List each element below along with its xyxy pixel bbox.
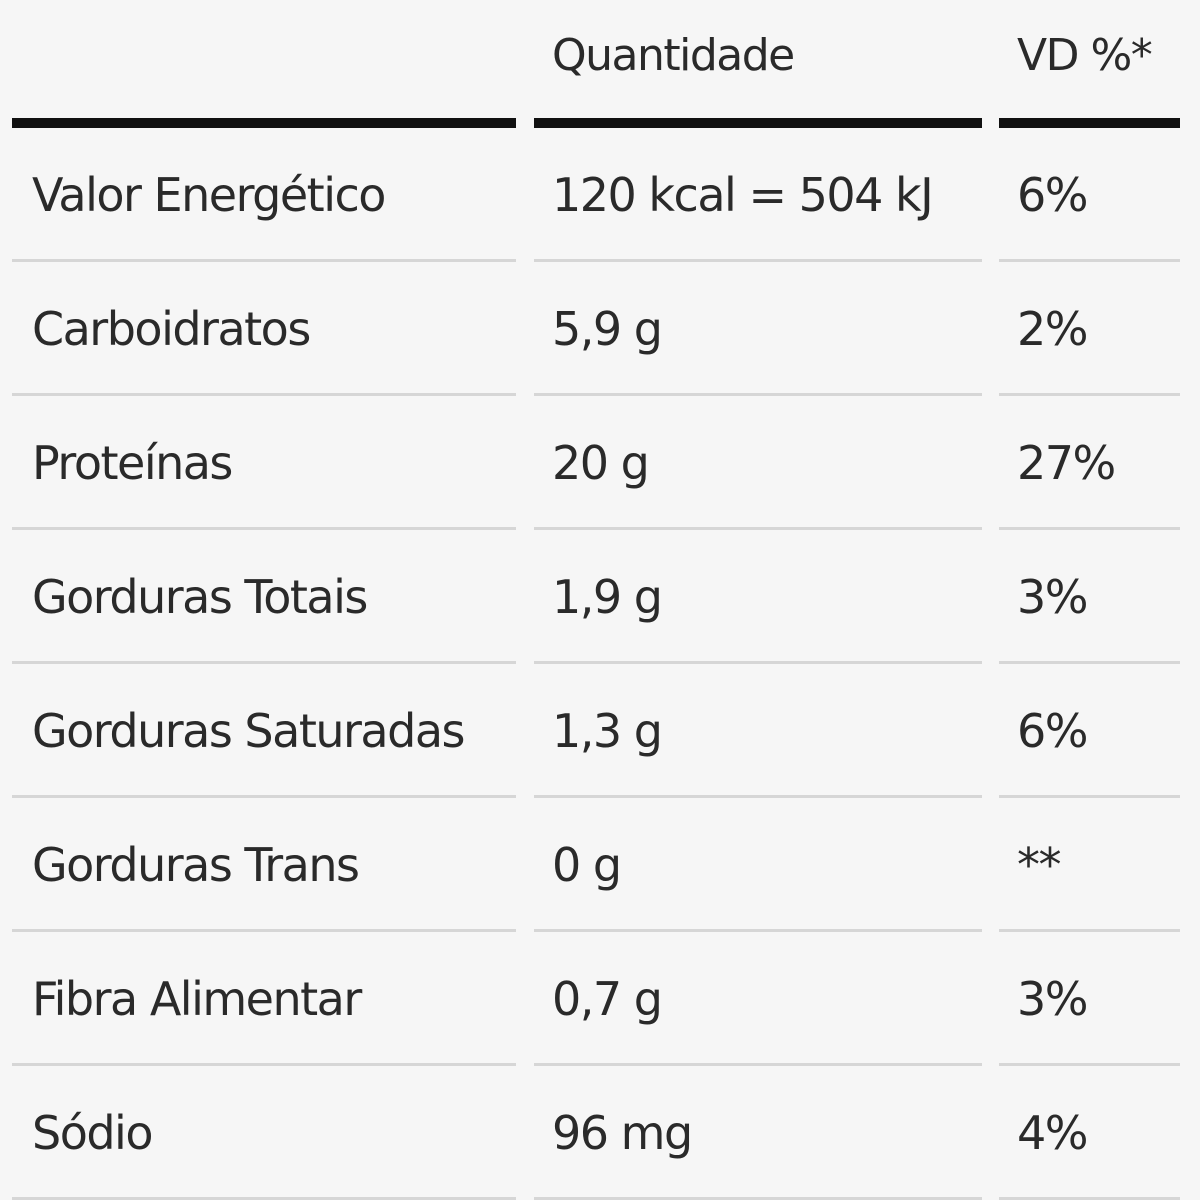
row-divider bbox=[534, 795, 982, 798]
table-cell: 120 kcal = 504 kJ bbox=[552, 168, 934, 222]
table-cell: 1,9 g bbox=[552, 570, 663, 624]
row-divider bbox=[534, 1197, 982, 1200]
table-cell: 1,3 g bbox=[552, 704, 663, 758]
table-row: Gorduras Saturadas 1,3 g 6% bbox=[12, 664, 1180, 798]
table-cell: 6% bbox=[1017, 168, 1088, 222]
table-cell: 27% bbox=[1017, 436, 1116, 490]
table-cell: 0,7 g bbox=[552, 972, 663, 1026]
table-cell: Proteínas bbox=[32, 436, 233, 490]
row-divider bbox=[534, 527, 982, 530]
table-row: Gorduras Totais 1,9 g 3% bbox=[12, 530, 1180, 664]
row-divider bbox=[12, 795, 516, 798]
row-divider bbox=[534, 1063, 982, 1066]
row-divider bbox=[999, 1063, 1180, 1066]
header-row: Quantidade VD %* bbox=[12, 0, 1180, 128]
header-cell: VD %* bbox=[1017, 30, 1153, 81]
row-divider bbox=[999, 259, 1180, 262]
table-cell: 96 mg bbox=[552, 1106, 693, 1160]
row-divider bbox=[999, 795, 1180, 798]
table-row: Proteínas 20 g 27% bbox=[12, 396, 1180, 530]
table-cell: Valor Energético bbox=[32, 168, 386, 222]
table-cell: Carboidratos bbox=[32, 302, 311, 356]
row-divider bbox=[534, 393, 982, 396]
nutrition-table: Quantidade VD %* Valor Energético 120 kcal … bbox=[12, 0, 1180, 1200]
table-cell: 3% bbox=[1017, 570, 1088, 624]
table-row: Gorduras Trans 0 g ** bbox=[12, 798, 1180, 932]
table-cell: Fibra Alimentar bbox=[32, 972, 362, 1026]
row-divider bbox=[12, 527, 516, 530]
table-cell: Gorduras Trans bbox=[32, 838, 360, 892]
table-cell: 0 g bbox=[552, 838, 622, 892]
table-cell: Sódio bbox=[32, 1106, 153, 1160]
table-cell: Gorduras Totais bbox=[32, 570, 368, 624]
table-cell: Gorduras Saturadas bbox=[32, 704, 465, 758]
table-cell: ** bbox=[1017, 838, 1062, 892]
row-divider bbox=[12, 118, 516, 128]
table-cell: 2% bbox=[1017, 302, 1088, 356]
row-divider bbox=[534, 259, 982, 262]
row-divider bbox=[12, 1197, 516, 1200]
header-cell bbox=[12, 0, 516, 128]
row-divider bbox=[999, 118, 1180, 128]
row-divider bbox=[534, 661, 982, 664]
table-row: Carboidratos 5,9 g 2% bbox=[12, 262, 1180, 396]
row-divider bbox=[12, 929, 516, 932]
table-cell: 20 g bbox=[552, 436, 650, 490]
header-cell: Quantidade bbox=[552, 30, 795, 81]
table-row: Valor Energético 120 kcal = 504 kJ 6% bbox=[12, 128, 1180, 262]
row-divider bbox=[12, 259, 516, 262]
row-divider bbox=[12, 661, 516, 664]
row-divider bbox=[534, 929, 982, 932]
row-divider bbox=[12, 1063, 516, 1066]
row-divider bbox=[999, 1197, 1180, 1200]
table-cell: 3% bbox=[1017, 972, 1088, 1026]
table-row: Sódio 96 mg 4% bbox=[12, 1066, 1180, 1200]
row-divider bbox=[999, 393, 1180, 396]
row-divider bbox=[999, 527, 1180, 530]
table-cell: 5,9 g bbox=[552, 302, 663, 356]
row-divider bbox=[12, 393, 516, 396]
row-divider bbox=[999, 929, 1180, 932]
row-divider bbox=[534, 118, 982, 128]
table-cell: 4% bbox=[1017, 1106, 1088, 1160]
table-cell: 6% bbox=[1017, 704, 1088, 758]
table-row: Fibra Alimentar 0,7 g 3% bbox=[12, 932, 1180, 1066]
row-divider bbox=[999, 661, 1180, 664]
